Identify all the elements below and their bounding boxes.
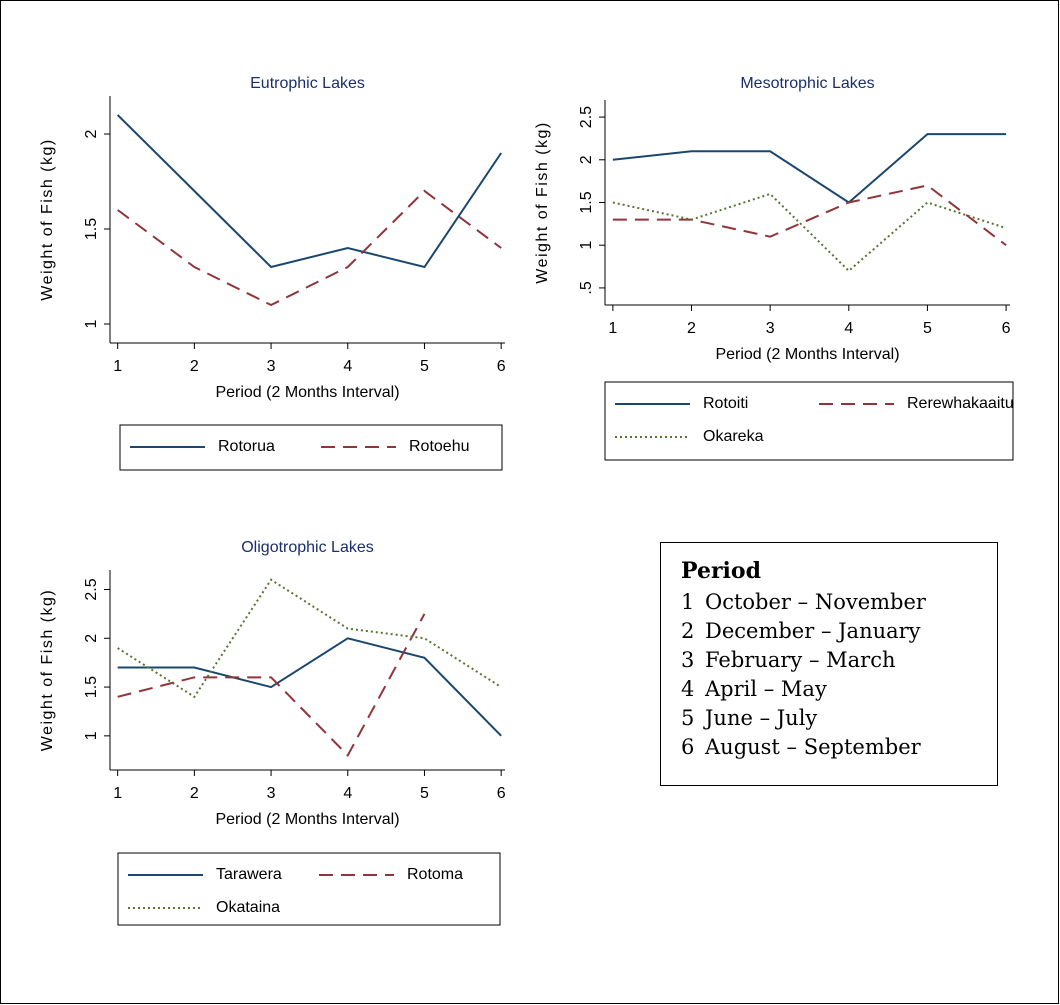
x-tick-label: 1 (113, 785, 122, 802)
series-line (116, 114, 502, 269)
y-tick-label: 2.5 (83, 578, 100, 600)
y-axis-label: Weight of Fish (kg) (39, 589, 56, 751)
x-tick-label: 4 (844, 320, 853, 337)
x-axis-label: Period (2 Months Interval) (215, 811, 399, 828)
legend-label: Rotoma (407, 866, 463, 883)
x-tick-label: 6 (497, 785, 506, 802)
series-line (612, 133, 1007, 204)
period-label: February – March (705, 648, 896, 672)
y-tick-label: 2.5 (578, 106, 595, 128)
y-tick-label: 2 (578, 155, 595, 164)
x-tick-label: 5 (420, 785, 429, 802)
period-label: October – November (705, 590, 926, 614)
series-line (612, 192, 1007, 273)
x-axis-label: Period (2 Months Interval) (215, 384, 399, 401)
legend-label: Okareka (703, 428, 764, 445)
y-tick-label: 1 (83, 731, 100, 740)
x-tick-label: 3 (766, 320, 775, 337)
y-tick-label: 2 (83, 129, 100, 138)
period-label: August – September (705, 735, 921, 759)
period-label: April – May (705, 677, 827, 701)
chart-title: Mesotrophic Lakes (740, 75, 874, 92)
x-axis-label: Period (2 Months Interval) (715, 346, 899, 363)
x-tick-label: 5 (923, 320, 932, 337)
series-line (117, 578, 502, 699)
x-tick-label: 1 (113, 358, 122, 375)
x-tick-label: 2 (190, 785, 199, 802)
period-item: 4 April – May (681, 675, 977, 704)
y-tick-label: .5 (578, 281, 595, 294)
period-title: Period (681, 558, 761, 584)
y-axis-label: Weight of Fish (kg) (534, 121, 551, 283)
series-line (117, 637, 502, 737)
period-item: 3 February – March (681, 646, 977, 675)
period-item: 2 December – January (681, 617, 977, 646)
legend-label: Rotorua (218, 438, 275, 455)
x-tick-label: 2 (687, 320, 696, 337)
period-number: 3 (681, 648, 695, 672)
x-tick-label: 6 (497, 358, 506, 375)
y-tick-label: 2 (83, 634, 100, 643)
period-item: 6 August – September (681, 733, 977, 762)
x-tick-label: 5 (420, 358, 429, 375)
y-tick-label: 1 (83, 319, 100, 328)
period-label: June – July (705, 706, 818, 730)
legend-box (119, 424, 503, 471)
period-number: 5 (681, 706, 695, 730)
period-number: 6 (681, 735, 695, 759)
legend-label: Rotoiti (703, 395, 748, 412)
period-number: 2 (681, 619, 695, 643)
legend-label: Rotoehu (409, 438, 470, 455)
x-tick-label: 6 (1002, 320, 1011, 337)
legend-label: Okataina (216, 899, 280, 916)
x-tick-label: 4 (343, 358, 352, 375)
y-tick-label: 1.5 (83, 218, 100, 240)
x-tick-label: 4 (343, 785, 352, 802)
legend-label: Tarawera (216, 866, 282, 883)
y-axis-label: Weight of Fish (kg) (39, 138, 56, 300)
x-tick-label: 2 (190, 358, 199, 375)
period-item: 5 June – July (681, 704, 977, 733)
period-number: 1 (681, 590, 695, 614)
legend-box (604, 381, 1014, 461)
series-line (117, 189, 502, 307)
x-tick-label: 1 (608, 320, 617, 337)
legend-box (117, 852, 501, 926)
legend-label: Rerewhakaaitu (907, 395, 1014, 412)
period-legend: Period 1 October – November 2 December – Ja… (660, 542, 998, 786)
chart-title: Eutrophic Lakes (250, 75, 365, 92)
period-label: December – January (705, 619, 921, 643)
x-tick-label: 3 (267, 785, 276, 802)
period-number: 4 (681, 677, 695, 701)
y-tick-label: 1 (578, 241, 595, 250)
y-tick-label: 1.5 (578, 191, 595, 213)
series-line (117, 613, 426, 758)
period-item: 1 October – November (681, 588, 977, 617)
series-line (612, 184, 1007, 247)
x-tick-label: 3 (267, 358, 276, 375)
y-tick-label: 1.5 (83, 676, 100, 698)
chart-title: Oligotrophic Lakes (241, 539, 374, 556)
